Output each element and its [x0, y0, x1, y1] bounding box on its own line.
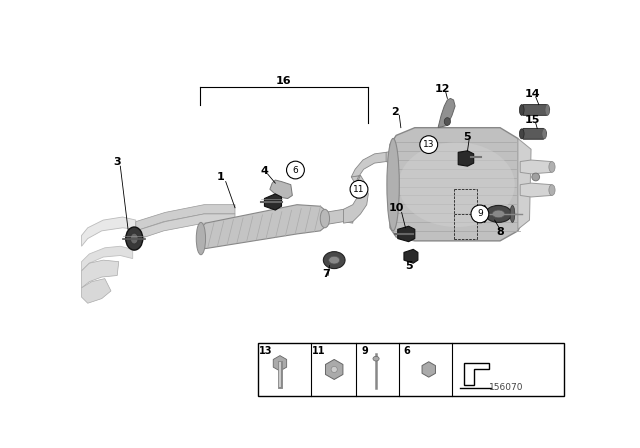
- Ellipse shape: [399, 142, 515, 227]
- Text: 156070: 156070: [489, 383, 524, 392]
- Ellipse shape: [542, 129, 547, 139]
- Ellipse shape: [482, 206, 487, 222]
- Ellipse shape: [423, 367, 434, 372]
- Polygon shape: [520, 183, 554, 197]
- Text: 10: 10: [388, 203, 404, 213]
- Polygon shape: [520, 104, 550, 116]
- Text: 6: 6: [292, 165, 298, 175]
- Polygon shape: [422, 362, 435, 377]
- Ellipse shape: [320, 209, 330, 228]
- Ellipse shape: [485, 206, 511, 222]
- Polygon shape: [198, 205, 330, 249]
- Polygon shape: [325, 209, 353, 225]
- Text: 2: 2: [391, 107, 399, 117]
- Text: 14: 14: [525, 89, 540, 99]
- Circle shape: [420, 136, 438, 154]
- Ellipse shape: [520, 104, 524, 116]
- Text: 4: 4: [260, 166, 268, 176]
- Text: 9: 9: [477, 209, 483, 219]
- FancyBboxPatch shape: [259, 343, 564, 396]
- Polygon shape: [273, 356, 287, 371]
- Circle shape: [287, 161, 305, 179]
- Text: 5: 5: [464, 132, 471, 142]
- Ellipse shape: [131, 233, 138, 244]
- Ellipse shape: [510, 206, 515, 222]
- Polygon shape: [344, 176, 368, 223]
- Polygon shape: [386, 151, 412, 163]
- Polygon shape: [463, 363, 489, 385]
- Polygon shape: [351, 152, 394, 185]
- Ellipse shape: [329, 256, 340, 264]
- Polygon shape: [397, 226, 415, 241]
- Polygon shape: [404, 250, 418, 263]
- Text: 1: 1: [217, 172, 225, 182]
- Ellipse shape: [196, 222, 205, 255]
- Text: 5: 5: [404, 261, 412, 271]
- Polygon shape: [81, 279, 111, 303]
- Text: 15: 15: [525, 115, 540, 125]
- Ellipse shape: [387, 138, 399, 231]
- Polygon shape: [136, 214, 235, 240]
- Text: 3: 3: [113, 156, 121, 167]
- Polygon shape: [438, 99, 455, 128]
- Ellipse shape: [549, 185, 555, 195]
- Circle shape: [350, 181, 368, 198]
- Text: 16: 16: [275, 77, 291, 86]
- Text: 13: 13: [259, 346, 273, 356]
- Text: 11: 11: [353, 185, 365, 194]
- Polygon shape: [458, 151, 474, 166]
- Polygon shape: [520, 160, 554, 174]
- Ellipse shape: [545, 104, 550, 116]
- Circle shape: [471, 205, 489, 223]
- Text: 11: 11: [312, 346, 326, 356]
- Text: 6: 6: [404, 346, 410, 356]
- Text: 9: 9: [362, 346, 369, 356]
- Ellipse shape: [532, 173, 540, 181]
- Ellipse shape: [492, 210, 505, 218]
- Polygon shape: [520, 129, 547, 139]
- Polygon shape: [81, 246, 132, 271]
- Polygon shape: [518, 138, 531, 229]
- Ellipse shape: [549, 162, 555, 172]
- Ellipse shape: [323, 252, 345, 269]
- Text: 12: 12: [435, 84, 451, 94]
- Ellipse shape: [373, 356, 379, 361]
- Polygon shape: [270, 180, 292, 198]
- Text: 7: 7: [323, 269, 330, 279]
- Text: 13: 13: [423, 140, 435, 149]
- Polygon shape: [81, 260, 119, 288]
- Ellipse shape: [331, 366, 337, 373]
- Polygon shape: [81, 217, 136, 246]
- Polygon shape: [326, 359, 343, 379]
- Ellipse shape: [444, 118, 451, 125]
- Polygon shape: [264, 194, 282, 210]
- Ellipse shape: [520, 129, 524, 139]
- Polygon shape: [136, 205, 235, 231]
- Polygon shape: [390, 128, 524, 241]
- Ellipse shape: [125, 227, 143, 250]
- Text: 8: 8: [496, 228, 504, 237]
